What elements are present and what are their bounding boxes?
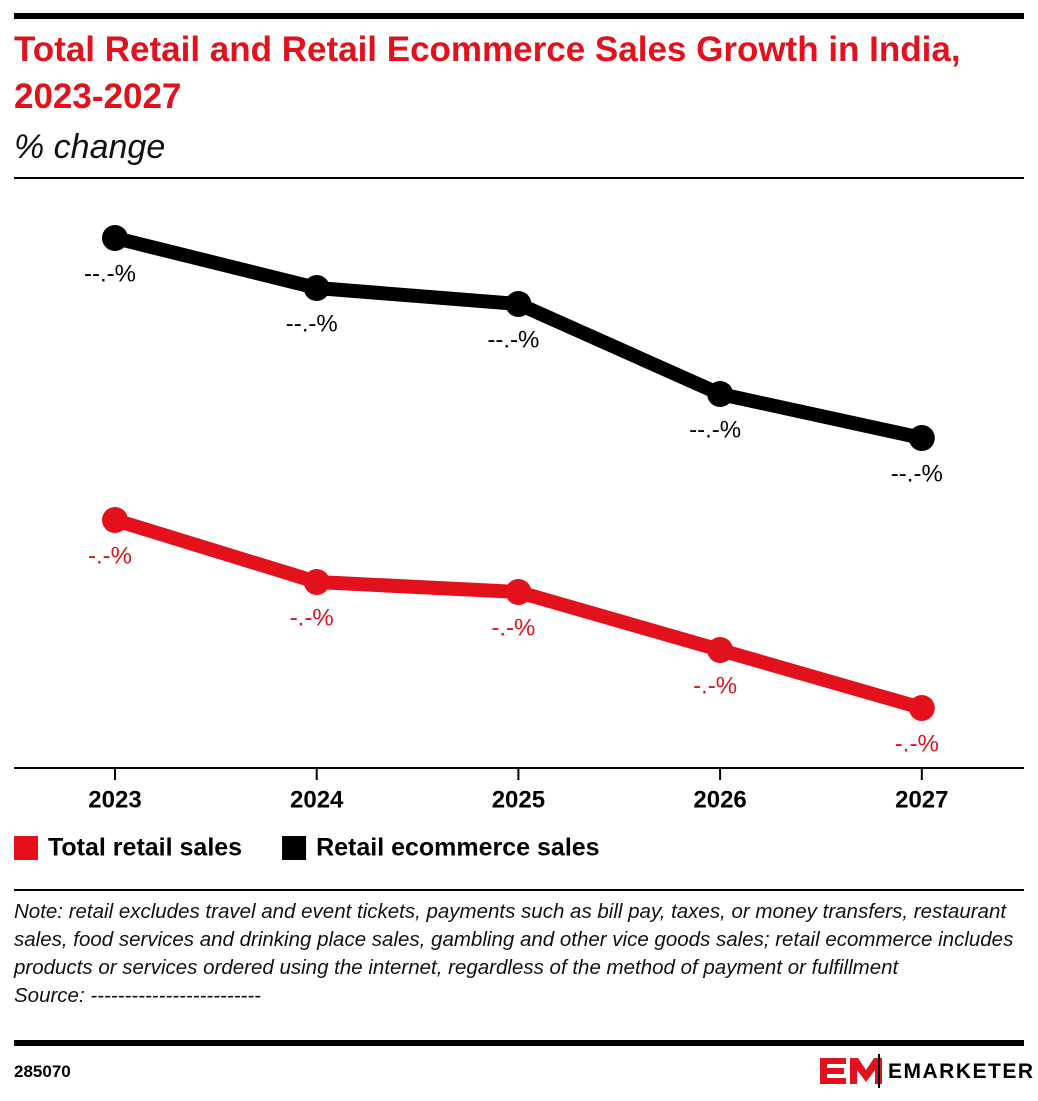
data-label: --.-% (689, 416, 741, 443)
x-tick-label: 2025 (492, 786, 545, 813)
divider (14, 889, 1024, 891)
point (707, 637, 734, 663)
data-label: -.-% (491, 614, 535, 641)
chart-subtitle: % change (14, 128, 166, 166)
legend-swatch (282, 836, 307, 860)
legend-label: Total retail sales (48, 834, 242, 862)
logo-mark (820, 1054, 882, 1088)
divider (14, 177, 1024, 179)
point (707, 381, 734, 407)
chart: 2023 2024 2025 2026 2027 -.-% -.-% -.-% -.-% -.-%… (14, 225, 1024, 862)
data-label: -.-% (290, 604, 334, 631)
data-label: -.-% (88, 542, 132, 569)
note-text: Note: retail excludes travel and event t… (14, 900, 1014, 979)
data-label: --.-% (84, 260, 136, 287)
point (102, 507, 128, 533)
data-label: --.-% (891, 460, 943, 487)
legend-swatch (14, 836, 38, 860)
point (505, 291, 532, 317)
legend-label: Retail ecommerce sales (316, 834, 600, 862)
point (505, 579, 532, 605)
x-tick-label: 2026 (693, 786, 746, 813)
point (303, 569, 330, 595)
data-label: -.-% (895, 730, 939, 757)
point (908, 695, 935, 721)
note: Note: retail excludes travel and event t… (14, 898, 1014, 1010)
chart-title: Total Retail and Retail Ecommerce Sales … (14, 30, 961, 116)
brand: EMARKETER (888, 1060, 1035, 1083)
data-label: --.-% (286, 310, 338, 337)
x-tick-label: 2024 (290, 786, 344, 813)
data-label: -.-% (693, 672, 737, 699)
x-tick-label: 2023 (88, 786, 141, 813)
x-tick-label: 2027 (895, 786, 948, 813)
point (102, 225, 128, 251)
point (908, 425, 935, 451)
top-bar (14, 13, 1024, 19)
chart-id: 285070 (14, 1062, 71, 1081)
source: Source: ------------------------- (14, 984, 262, 1007)
point (303, 275, 330, 301)
data-label: --.-% (487, 326, 539, 353)
bottom-bar (14, 1040, 1024, 1046)
